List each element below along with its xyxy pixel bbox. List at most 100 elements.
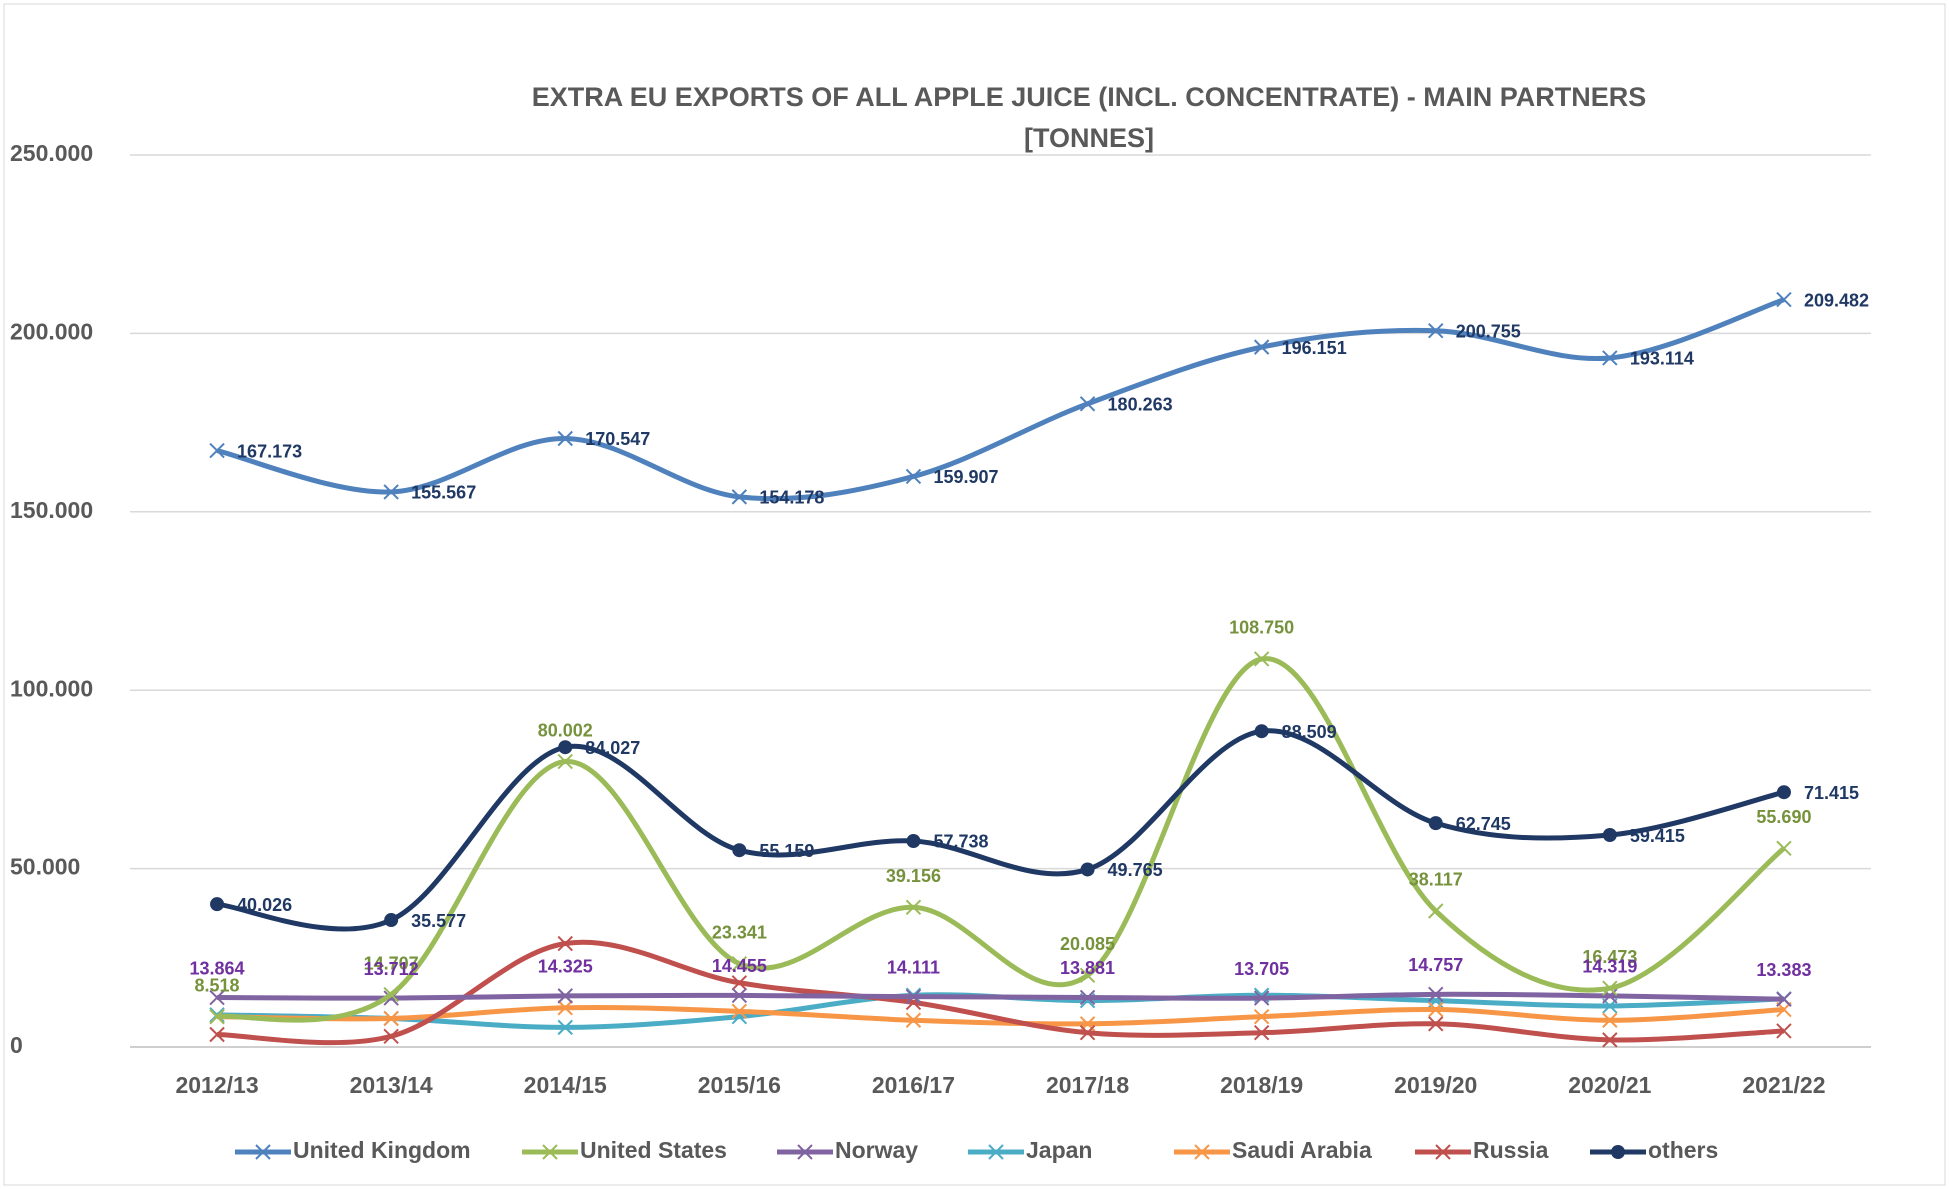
data-label: 16.473 bbox=[1582, 947, 1637, 967]
data-point bbox=[731, 489, 748, 505]
data-label: 20.085 bbox=[1060, 934, 1115, 954]
data-label: 80.002 bbox=[538, 720, 593, 740]
x-tick-label: 2012/13 bbox=[175, 1072, 258, 1098]
data-point bbox=[383, 986, 399, 1003]
data-point bbox=[210, 897, 225, 912]
data-label: 59.415 bbox=[1630, 826, 1685, 846]
data-label: 84.027 bbox=[585, 738, 640, 758]
data-point bbox=[209, 1026, 225, 1043]
data-point bbox=[557, 1000, 573, 1016]
data-label: 71.415 bbox=[1804, 783, 1859, 803]
data-point bbox=[1253, 1025, 1270, 1041]
legend-marker bbox=[542, 1144, 558, 1160]
data-point bbox=[1776, 840, 1792, 857]
data-label: 155.567 bbox=[411, 483, 476, 503]
data-point bbox=[383, 484, 399, 500]
data-point bbox=[731, 956, 748, 972]
series-line bbox=[216, 656, 1786, 1023]
data-label: 108.750 bbox=[1229, 618, 1294, 638]
data-label: 167.173 bbox=[237, 441, 302, 461]
data-point bbox=[731, 987, 748, 1004]
legend-label: Japan bbox=[1026, 1137, 1092, 1163]
data-label: 39.156 bbox=[886, 866, 941, 886]
legend-item: Japan bbox=[968, 1137, 1092, 1163]
x-tick-label: 2015/16 bbox=[698, 1072, 781, 1098]
data-point bbox=[1776, 991, 1792, 1007]
data-point bbox=[1428, 322, 1444, 339]
data-point bbox=[1428, 816, 1443, 831]
series-line bbox=[217, 939, 1785, 1046]
x-tick-label: 2016/17 bbox=[872, 1072, 955, 1098]
legend-marker bbox=[255, 1144, 271, 1160]
series-line bbox=[216, 728, 1785, 932]
data-point bbox=[905, 988, 922, 1005]
data-point bbox=[557, 753, 573, 770]
data-label: 193.114 bbox=[1630, 349, 1694, 369]
data-point bbox=[1079, 396, 1096, 412]
data-label: 180.263 bbox=[1108, 395, 1173, 415]
legend-marker bbox=[1194, 1144, 1210, 1160]
data-label: 57.738 bbox=[933, 832, 988, 852]
data-point bbox=[557, 935, 573, 952]
y-tick-label: 0 bbox=[10, 1032, 23, 1058]
chart-subtitle: [TONNES] bbox=[1024, 123, 1154, 153]
data-point bbox=[1602, 1012, 1618, 1028]
data-point bbox=[1080, 862, 1095, 877]
x-tick-label: 2020/21 bbox=[1568, 1072, 1651, 1098]
data-point bbox=[732, 843, 747, 858]
data-label: 209.482 bbox=[1804, 290, 1869, 310]
data-label: 14.319 bbox=[1582, 957, 1637, 977]
data-label: 13.864 bbox=[190, 958, 245, 978]
legend-marker bbox=[1435, 1144, 1451, 1160]
legend-label: United States bbox=[580, 1137, 727, 1163]
data-point bbox=[1253, 990, 1270, 1006]
series-line bbox=[217, 1004, 1785, 1027]
x-tick-label: 2019/20 bbox=[1394, 1072, 1477, 1098]
data-point bbox=[1428, 1001, 1444, 1018]
data-point bbox=[1428, 903, 1444, 919]
data-point bbox=[1428, 986, 1444, 1003]
data-label: 13.383 bbox=[1756, 960, 1811, 980]
series-line bbox=[216, 297, 1785, 502]
legend-item: others bbox=[1590, 1137, 1718, 1163]
data-point bbox=[558, 740, 573, 755]
data-point bbox=[1602, 828, 1617, 843]
data-point bbox=[1602, 1032, 1618, 1048]
legend-item: United Kingdom bbox=[235, 1137, 471, 1163]
y-tick-label: 200.000 bbox=[10, 318, 93, 344]
data-point bbox=[1776, 785, 1791, 800]
data-label: 159.907 bbox=[933, 467, 998, 487]
data-label: 196.151 bbox=[1282, 338, 1347, 358]
y-tick-label: 250.000 bbox=[10, 140, 93, 166]
y-tick-label: 100.000 bbox=[10, 675, 93, 701]
y-tick-label: 50.000 bbox=[10, 854, 80, 880]
data-label: 13.881 bbox=[1060, 958, 1115, 978]
series-line bbox=[217, 991, 1784, 1002]
data-point bbox=[557, 430, 573, 447]
x-tick-label: 2017/18 bbox=[1046, 1072, 1129, 1098]
data-point bbox=[209, 1008, 225, 1025]
legend-item: Saudi Arabia bbox=[1174, 1137, 1372, 1163]
data-label: 14.111 bbox=[887, 957, 940, 977]
data-point bbox=[1079, 989, 1096, 1006]
legend-label: United Kingdom bbox=[293, 1137, 471, 1163]
data-point bbox=[1254, 724, 1269, 739]
data-point bbox=[1602, 350, 1618, 366]
chart-title: EXTRA EU EXPORTS OF ALL APPLE JUICE (INC… bbox=[532, 82, 1647, 112]
data-point bbox=[209, 989, 225, 1006]
y-tick-label: 150.000 bbox=[10, 497, 93, 523]
data-label: 14.325 bbox=[538, 957, 593, 977]
legend-label: Saudi Arabia bbox=[1232, 1137, 1372, 1163]
data-label: 55.690 bbox=[1756, 807, 1811, 827]
data-point bbox=[209, 442, 225, 459]
data-label: 13.712 bbox=[364, 959, 419, 979]
data-label: 38.117 bbox=[1409, 870, 1463, 890]
data-label: 8.518 bbox=[195, 975, 240, 995]
data-point bbox=[905, 468, 922, 485]
data-point bbox=[731, 975, 748, 991]
data-label: 23.341 bbox=[712, 922, 767, 942]
data-label: 88.509 bbox=[1282, 722, 1337, 742]
data-point bbox=[383, 1010, 399, 1027]
legend-marker bbox=[1611, 1145, 1625, 1159]
